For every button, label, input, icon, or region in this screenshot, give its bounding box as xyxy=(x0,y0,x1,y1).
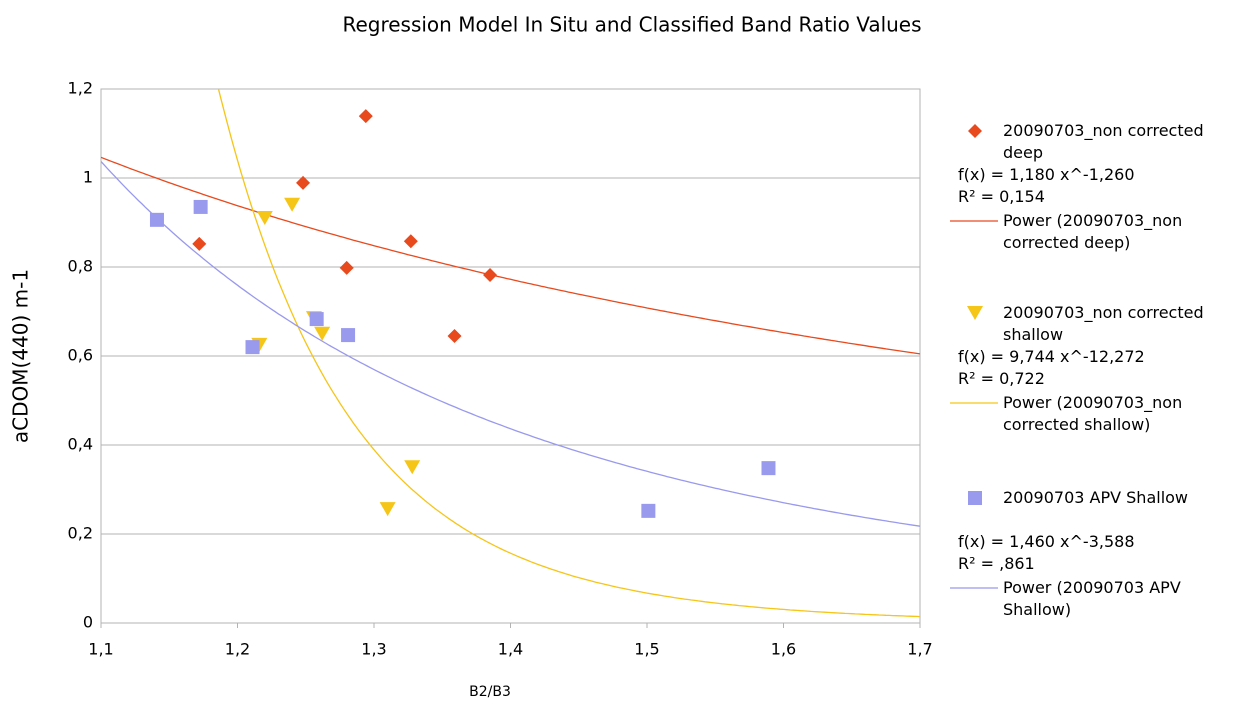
data-point xyxy=(296,175,311,190)
legend-trend-label: Power (20090703 APV Shallow) xyxy=(1003,578,1181,619)
x-tick-label: 1,6 xyxy=(771,640,796,659)
data-point xyxy=(149,212,164,227)
chart-title: Regression Model In Situ and Classified … xyxy=(342,13,921,37)
legend-marker xyxy=(968,491,982,505)
data-point xyxy=(309,312,324,327)
y-tick-label: 0,8 xyxy=(68,257,93,276)
data-point xyxy=(284,197,301,212)
x-tick-label: 1,2 xyxy=(225,640,250,659)
y-tick-label: 0 xyxy=(83,613,93,632)
y-tick-label: 1 xyxy=(83,168,93,187)
data-point xyxy=(761,461,776,476)
legend-label: 20090703_non corrected deep xyxy=(1003,121,1204,162)
data-point xyxy=(339,260,354,275)
data-point xyxy=(341,328,356,343)
data-point xyxy=(358,109,373,124)
x-tick-label: 1,5 xyxy=(634,640,659,659)
legend-marker xyxy=(968,124,982,138)
data-point xyxy=(245,340,260,355)
legend-label: 20090703_non corrected shallow xyxy=(1003,303,1204,344)
trend-equation: f(x) = 9,744 x^-12,272 xyxy=(958,347,1145,366)
data-point xyxy=(404,460,421,475)
data-point xyxy=(403,234,418,249)
y-tick-label: 0,2 xyxy=(68,524,93,543)
data-point xyxy=(192,236,207,251)
x-tick-label: 1,3 xyxy=(361,640,386,659)
legend-marker xyxy=(967,306,983,320)
x-tick-label: 1,7 xyxy=(907,640,932,659)
y-tick-label: 0,6 xyxy=(68,346,93,365)
data-point xyxy=(314,326,331,341)
x-tick-label: 1,4 xyxy=(498,640,523,659)
data-point xyxy=(379,502,396,517)
trend-r2: R² = ,861 xyxy=(958,554,1035,573)
data-point xyxy=(256,211,273,226)
trend-equation: f(x) = 1,180 x^-1,260 xyxy=(958,165,1135,184)
data-point xyxy=(483,268,498,283)
data-point xyxy=(447,328,462,343)
y-tick-label: 1,2 xyxy=(68,79,93,98)
trend-equation: f(x) = 1,460 x^-3,588 xyxy=(958,532,1135,551)
trend-line xyxy=(101,161,920,527)
trend-r2: R² = 0,722 xyxy=(958,369,1045,388)
trend-line xyxy=(217,89,920,618)
y-axis-label: aCDOM(440) m-1 xyxy=(9,269,33,443)
y-tick-label: 0,4 xyxy=(68,435,93,454)
trend-r2: R² = 0,154 xyxy=(958,187,1045,206)
data-point xyxy=(641,503,656,518)
legend-label: 20090703 APV Shallow xyxy=(1003,488,1189,507)
legend-trend-label: Power (20090703_non corrected deep) xyxy=(1003,211,1183,252)
trend-lines xyxy=(101,89,920,618)
legend-trend-label: Power (20090703_non corrected shallow) xyxy=(1003,393,1183,434)
x-axis-label: B2/B3 xyxy=(469,684,511,700)
trend-line xyxy=(101,156,920,355)
data-point xyxy=(193,199,208,214)
x-tick-label: 1,1 xyxy=(88,640,113,659)
